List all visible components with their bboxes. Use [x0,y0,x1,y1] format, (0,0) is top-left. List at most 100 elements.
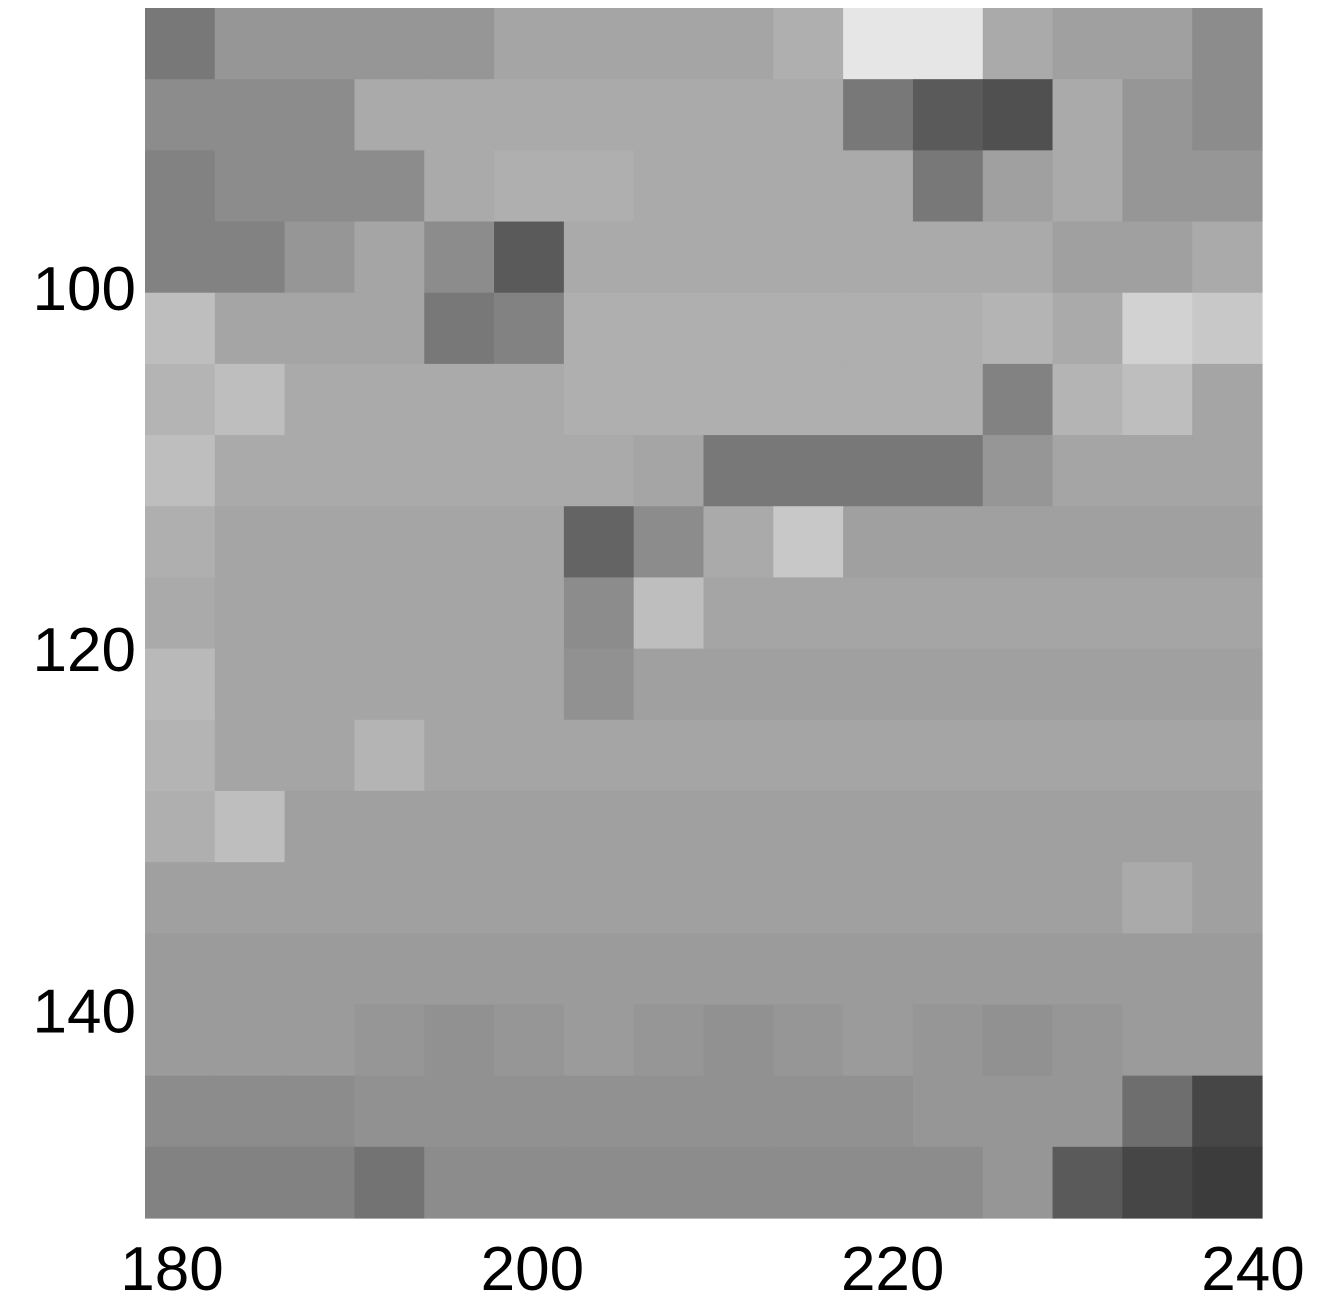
heatmap-cell [1053,649,1123,721]
heatmap-cell [843,791,913,863]
heatmap-cell [983,791,1053,863]
heatmap-cell [704,577,774,649]
heatmap-cell [564,1076,634,1148]
heatmap-cell [1053,933,1123,1005]
page: 180200220240100120140 (() => { const dat… [0,0,1331,1301]
heatmap-cell [354,150,424,222]
heatmap-cell [145,1147,215,1219]
heatmap-cell [494,222,564,294]
heatmap-cell [843,933,913,1005]
heatmap-cell [704,506,774,578]
heatmap-cell [494,720,564,792]
heatmap-cell [1122,1147,1192,1219]
heatmap-cell [634,1004,704,1076]
heatmap-cell [843,293,913,365]
heatmap-cell [843,435,913,507]
heatmap-cell [424,862,494,934]
heatmap-cell [494,577,564,649]
heatmap-cell [494,649,564,721]
heatmap-cell [285,1147,355,1219]
heatmap-cell [1122,862,1192,934]
heatmap-cell [634,933,704,1005]
heatmap-cell [1053,364,1123,436]
heatmap-cell [424,933,494,1005]
heatmap-cell [215,222,285,294]
heatmap-cell [564,150,634,222]
heatmap-cell [634,8,704,80]
heatmap-cell [634,79,704,151]
heatmap-cell [1192,222,1262,294]
heatmap-cell [913,79,983,151]
heatmap-cell [494,1076,564,1148]
heatmap-cell [285,577,355,649]
heatmap-cell [1122,79,1192,151]
heatmap-cell [1192,1147,1262,1219]
heatmap-cell [913,364,983,436]
heatmap-cell [354,1004,424,1076]
heatmap-cell [634,649,704,721]
heatmap-cell [913,577,983,649]
heatmap-cell [285,933,355,1005]
heatmap-cell [285,1004,355,1076]
heatmap-cell [983,577,1053,649]
heatmap-cell [773,720,843,792]
heatmap-cell [1192,8,1262,80]
heatmap-cell [215,862,285,934]
heatmap-cell [843,79,913,151]
heatmap-cell [704,79,774,151]
heatmap-cell [285,720,355,792]
heatmap-cell [634,364,704,436]
heatmap-cell [773,1004,843,1076]
heatmap-cell [843,649,913,721]
heatmap-cell [285,506,355,578]
heatmap-cell [285,79,355,151]
heatmap-cell [494,862,564,934]
heatmap-cell [843,862,913,934]
heatmap-cell [913,293,983,365]
heatmap-cell [913,8,983,80]
heatmap-cell [354,577,424,649]
y-tick-label: 120 [33,616,136,685]
heatmap-cell [215,1147,285,1219]
heatmap-cell [913,1076,983,1148]
heatmap-cell [354,8,424,80]
heatmap-cell [913,150,983,222]
heatmap-cell [773,364,843,436]
heatmap-cell [773,150,843,222]
heatmap-cell [704,293,774,365]
heatmap-cell [634,720,704,792]
heatmap-cell [1192,1076,1262,1148]
heatmap-cell [424,435,494,507]
heatmap-cell [704,791,774,863]
heatmap-cell [1192,150,1262,222]
heatmap-cell [634,577,704,649]
heatmap-cell [983,150,1053,222]
heatmap-cell [215,506,285,578]
heatmap-cell [1192,79,1262,151]
heatmap-cell [215,8,285,80]
heatmap-cell [564,222,634,294]
heatmap-cell [773,435,843,507]
heatmap-cell [494,8,564,80]
heatmap-cell [913,435,983,507]
heatmap-cell [634,506,704,578]
heatmap-cell [843,1147,913,1219]
y-tick-label: 100 [33,255,136,324]
heatmap-cell [983,293,1053,365]
heatmap-cell [983,364,1053,436]
heatmap-cell [354,293,424,365]
heatmap-cell [1122,1004,1192,1076]
heatmap-cell [634,150,704,222]
heatmap-cell [354,506,424,578]
y-tick-label: 140 [33,977,136,1046]
heatmap-cell [704,1004,774,1076]
heatmap-cell [704,150,774,222]
heatmap-cell [1122,506,1192,578]
heatmap-cell [843,577,913,649]
heatmap-cell [1053,8,1123,80]
heatmap-cell [1192,577,1262,649]
heatmap-cell [634,1147,704,1219]
heatmap-cell [1192,293,1262,365]
heatmap-cell [843,1076,913,1148]
heatmap-cell [773,1147,843,1219]
